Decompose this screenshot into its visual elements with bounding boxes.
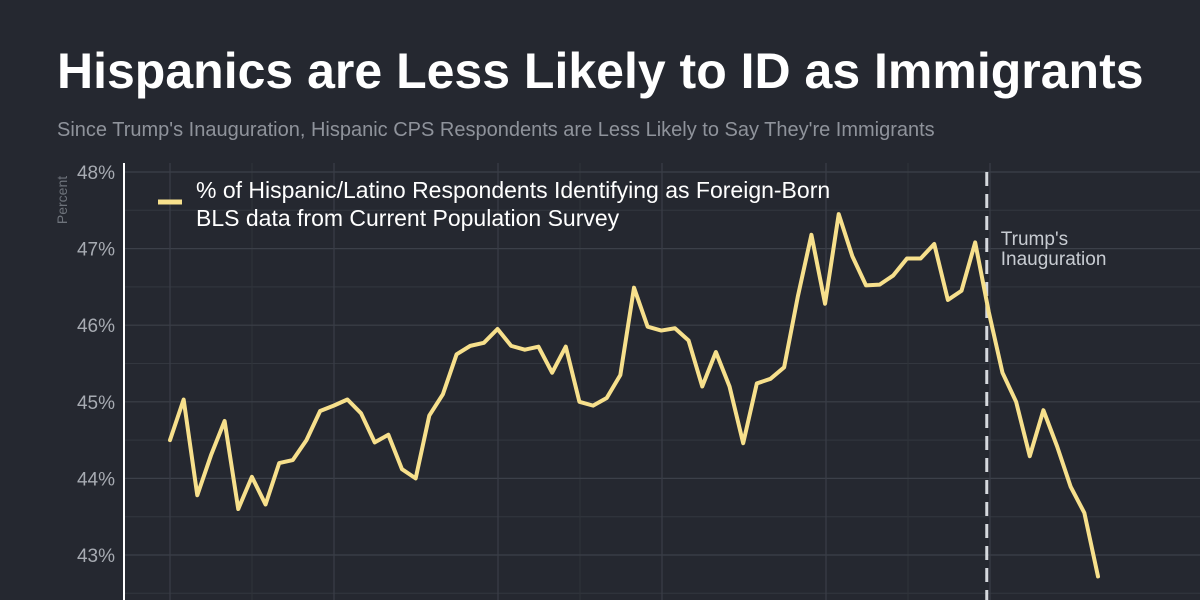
data-point [1000, 371, 1004, 375]
data-point [1014, 400, 1018, 404]
data-point [850, 254, 854, 258]
data-point [223, 419, 227, 423]
data-point [1069, 485, 1073, 489]
chart-title: Hispanics are Less Likely to ID as Immig… [57, 43, 1144, 99]
data-point [919, 257, 923, 261]
data-point [168, 438, 172, 442]
data-point [1055, 444, 1059, 448]
data-point [550, 371, 554, 375]
data-point [741, 441, 745, 445]
data-point [591, 404, 595, 408]
y-tick-label: 47% [77, 240, 115, 261]
data-point [427, 414, 431, 418]
data-point [646, 325, 650, 329]
data-point [373, 440, 377, 444]
chart-subtitle: Since Trump's Inauguration, Hispanic CPS… [57, 119, 935, 141]
data-point [441, 392, 445, 396]
data-point [318, 409, 322, 413]
data-point [482, 341, 486, 345]
data-point [250, 475, 254, 479]
legend-entry-line1: % of Hispanic/Latino Respondents Identif… [196, 177, 830, 203]
data-point [987, 310, 991, 314]
data-point [823, 302, 827, 306]
data-point [659, 329, 663, 333]
data-point [332, 404, 336, 408]
data-point [728, 384, 732, 388]
data-point [277, 461, 281, 465]
data-point [496, 327, 500, 331]
legend-entry-line2: BLS data from Current Population Survey [196, 205, 620, 231]
data-point [523, 348, 527, 352]
data-point [891, 273, 895, 277]
data-point [400, 467, 404, 471]
data-point [414, 476, 418, 480]
data-point [359, 411, 363, 415]
data-point [304, 438, 308, 442]
data-point [291, 458, 295, 462]
grid-major [124, 163, 1200, 600]
data-point [809, 233, 813, 237]
data-point [673, 326, 677, 330]
data-point [605, 396, 609, 400]
data-point [714, 350, 718, 354]
data-point [264, 502, 268, 506]
data-point [564, 345, 568, 349]
data-point [182, 398, 186, 402]
data-point [1096, 574, 1100, 578]
data-point [796, 295, 800, 299]
data-point [973, 240, 977, 244]
y-tick-label: 43% [77, 546, 115, 567]
data-point [755, 381, 759, 385]
y-tick-label: 45% [77, 393, 115, 414]
data-point [946, 298, 950, 302]
y-axis-label: Percent [54, 176, 70, 224]
annotation-trumps: Trump's [1001, 229, 1068, 250]
data-point [236, 507, 240, 511]
data-point [768, 377, 772, 381]
data-point [195, 493, 199, 497]
data-point [1028, 454, 1032, 458]
series-line-foreign-born [168, 212, 1100, 579]
data-point [577, 400, 581, 404]
data-point [782, 365, 786, 369]
data-point [209, 453, 213, 457]
data-point [687, 339, 691, 343]
data-point [455, 352, 459, 356]
data-point [536, 345, 540, 349]
annotation-inauguration: Inauguration [1001, 249, 1107, 270]
data-point [960, 289, 964, 293]
data-point [1082, 511, 1086, 515]
y-tick-label: 48% [77, 163, 115, 184]
data-point [386, 433, 390, 437]
y-tick-label: 46% [77, 316, 115, 337]
data-point [632, 286, 636, 290]
data-point [878, 283, 882, 287]
data-point [509, 344, 513, 348]
data-point [1041, 408, 1045, 412]
data-point [837, 212, 841, 216]
data-point [468, 344, 472, 348]
data-point [864, 283, 868, 287]
y-tick-labels: 43% 44% 45% 46% 47% 48% [77, 163, 115, 567]
data-point [700, 384, 704, 388]
data-point [345, 398, 349, 402]
series-points [168, 212, 1100, 578]
data-point [618, 373, 622, 377]
y-tick-label: 44% [77, 469, 115, 490]
data-point [905, 257, 909, 261]
data-point [932, 242, 936, 246]
